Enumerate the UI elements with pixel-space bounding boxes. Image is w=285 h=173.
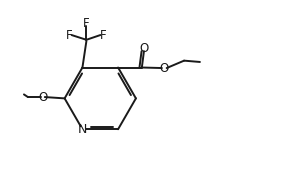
Text: O: O	[139, 42, 148, 55]
Text: O: O	[38, 90, 48, 104]
Text: F: F	[99, 29, 106, 42]
Text: F: F	[83, 17, 90, 30]
Text: F: F	[66, 29, 73, 42]
Text: O: O	[160, 62, 169, 75]
Text: N: N	[78, 123, 87, 136]
